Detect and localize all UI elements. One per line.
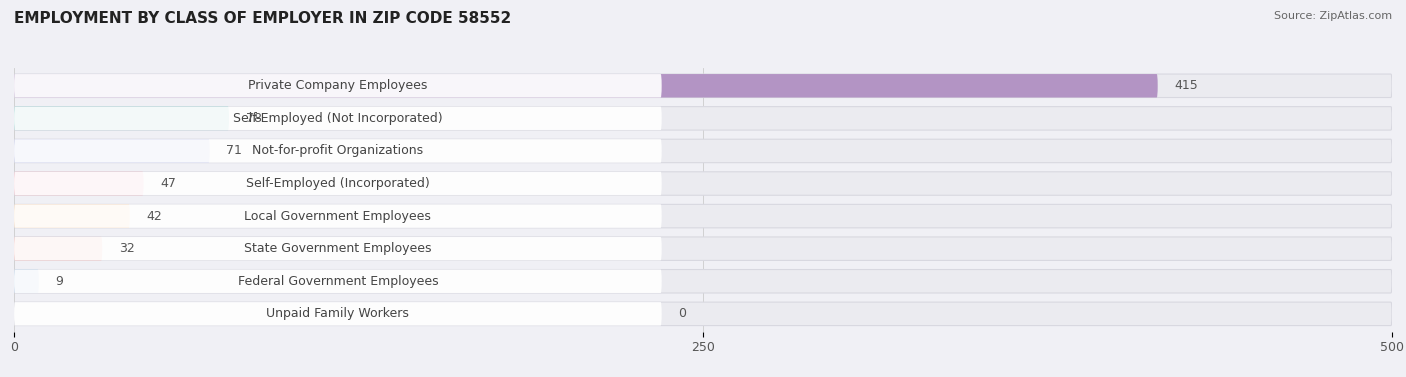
FancyBboxPatch shape xyxy=(14,172,143,195)
FancyBboxPatch shape xyxy=(14,107,662,130)
FancyBboxPatch shape xyxy=(14,107,229,130)
Text: 32: 32 xyxy=(118,242,135,255)
FancyBboxPatch shape xyxy=(14,237,662,261)
Text: Self-Employed (Incorporated): Self-Employed (Incorporated) xyxy=(246,177,430,190)
Text: State Government Employees: State Government Employees xyxy=(245,242,432,255)
FancyBboxPatch shape xyxy=(14,270,1392,293)
Text: Local Government Employees: Local Government Employees xyxy=(245,210,432,222)
FancyBboxPatch shape xyxy=(14,139,209,162)
FancyBboxPatch shape xyxy=(14,237,103,261)
Text: Federal Government Employees: Federal Government Employees xyxy=(238,275,439,288)
FancyBboxPatch shape xyxy=(14,302,1392,326)
Text: Source: ZipAtlas.com: Source: ZipAtlas.com xyxy=(1274,11,1392,21)
FancyBboxPatch shape xyxy=(14,270,39,293)
Text: 42: 42 xyxy=(146,210,162,222)
FancyBboxPatch shape xyxy=(14,302,662,326)
FancyBboxPatch shape xyxy=(14,74,1392,98)
Text: 71: 71 xyxy=(226,144,242,158)
Text: Self-Employed (Not Incorporated): Self-Employed (Not Incorporated) xyxy=(233,112,443,125)
FancyBboxPatch shape xyxy=(14,204,1392,228)
FancyBboxPatch shape xyxy=(14,74,662,98)
FancyBboxPatch shape xyxy=(14,139,1392,162)
Text: 78: 78 xyxy=(246,112,262,125)
Text: 9: 9 xyxy=(55,275,63,288)
FancyBboxPatch shape xyxy=(14,237,1392,261)
FancyBboxPatch shape xyxy=(14,204,129,228)
FancyBboxPatch shape xyxy=(14,172,1392,195)
FancyBboxPatch shape xyxy=(14,270,662,293)
FancyBboxPatch shape xyxy=(14,139,662,162)
Text: 415: 415 xyxy=(1174,79,1198,92)
Text: Private Company Employees: Private Company Employees xyxy=(249,79,427,92)
FancyBboxPatch shape xyxy=(14,204,662,228)
Text: 47: 47 xyxy=(160,177,176,190)
Text: EMPLOYMENT BY CLASS OF EMPLOYER IN ZIP CODE 58552: EMPLOYMENT BY CLASS OF EMPLOYER IN ZIP C… xyxy=(14,11,512,26)
FancyBboxPatch shape xyxy=(14,74,1157,98)
Text: Unpaid Family Workers: Unpaid Family Workers xyxy=(266,307,409,320)
Text: 0: 0 xyxy=(678,307,686,320)
FancyBboxPatch shape xyxy=(14,107,1392,130)
FancyBboxPatch shape xyxy=(14,172,662,195)
Text: Not-for-profit Organizations: Not-for-profit Organizations xyxy=(252,144,423,158)
